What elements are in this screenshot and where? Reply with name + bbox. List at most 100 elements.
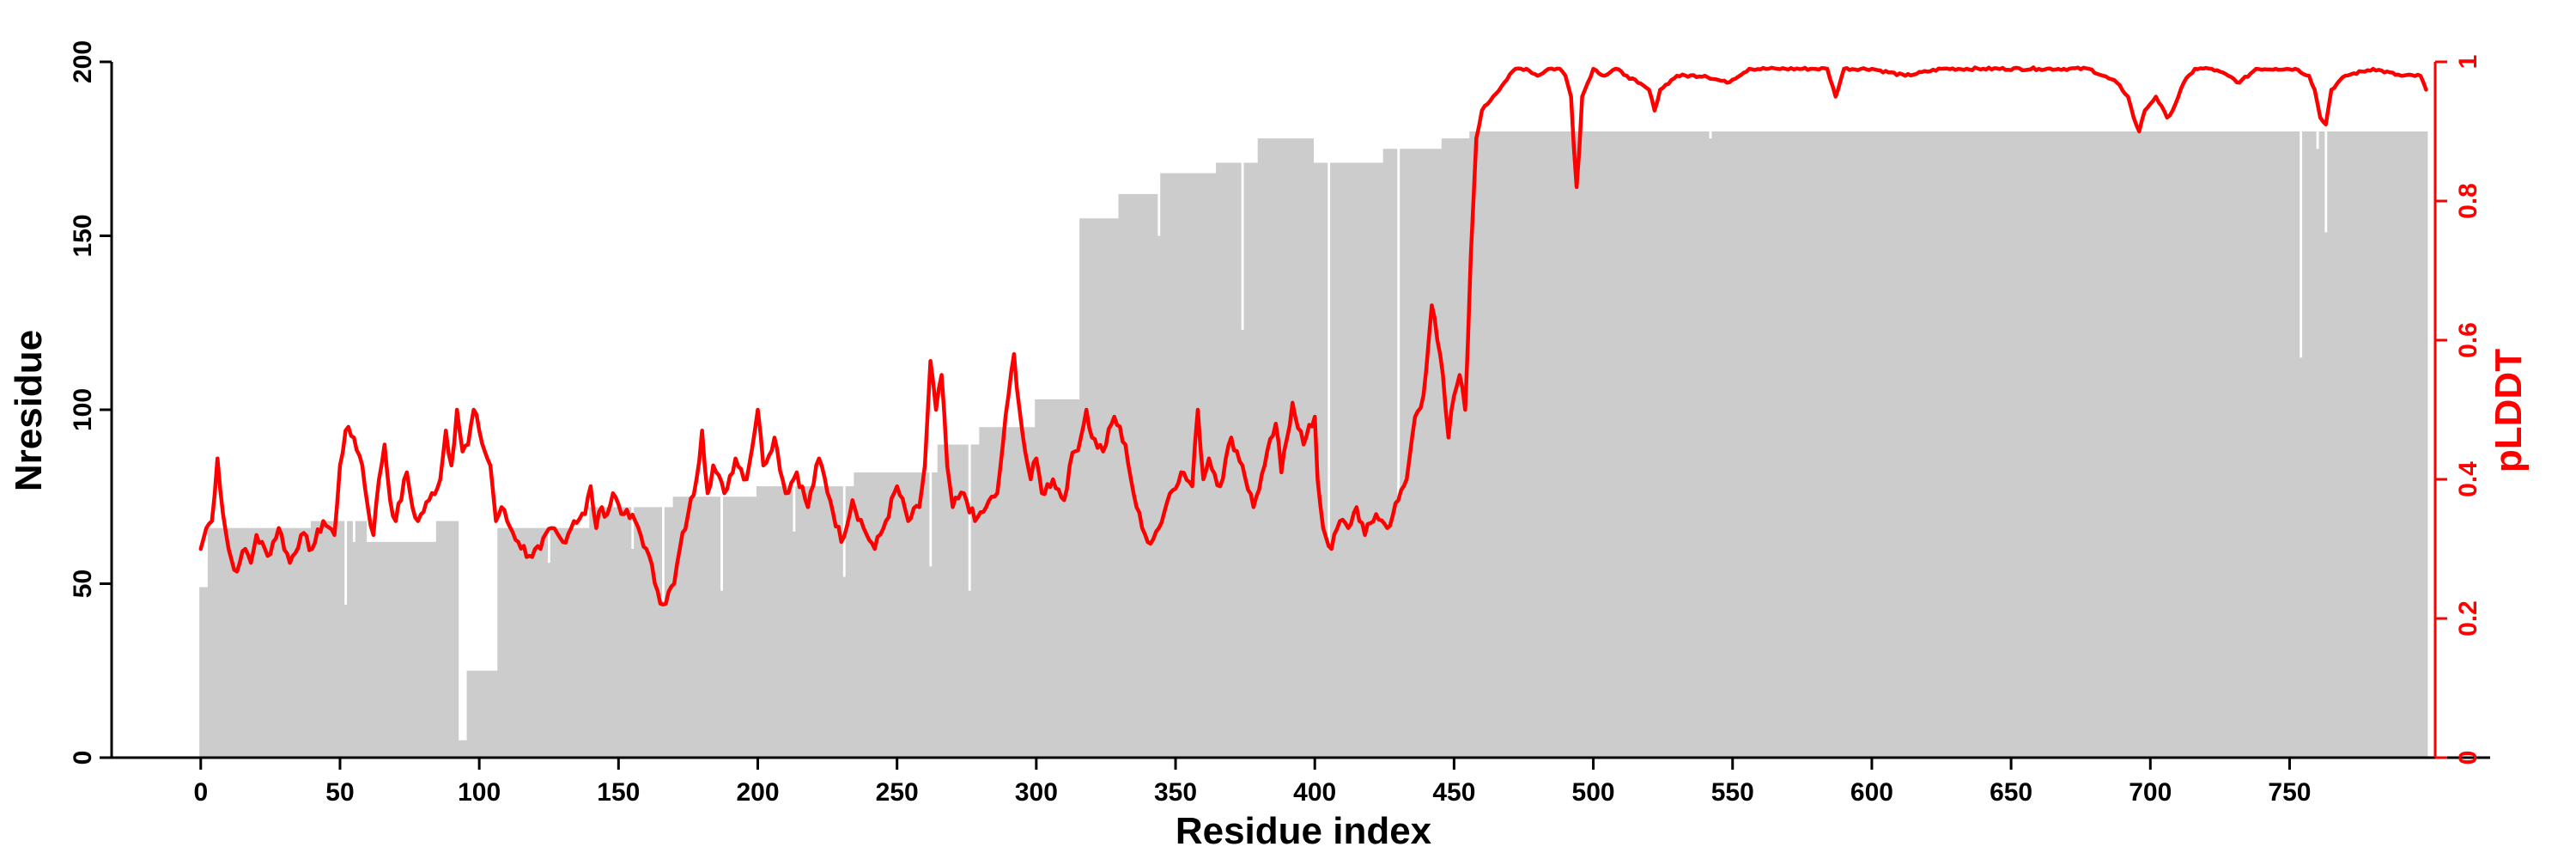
nresidue-bar	[2379, 131, 2384, 758]
nresidue-bar	[675, 497, 679, 758]
nresidue-bar	[1469, 131, 1473, 758]
nresidue-bar	[2076, 131, 2080, 758]
nresidue-bar	[762, 486, 766, 758]
nresidue-bar	[1474, 131, 1479, 758]
nresidue-bar	[1956, 131, 1960, 758]
nresidue-bar	[1235, 162, 1239, 758]
nresidue-bar	[1709, 138, 1712, 758]
nresidue-bar	[527, 527, 532, 758]
nresidue-bar	[1274, 138, 1278, 758]
nresidue-bar	[2148, 131, 2153, 758]
nresidue-bar	[775, 486, 780, 758]
nresidue-bar	[2207, 131, 2211, 758]
nresidue-bar	[1533, 131, 1537, 758]
nresidue-bar	[2096, 131, 2099, 758]
nresidue-bar	[291, 527, 295, 758]
nresidue-bar	[377, 541, 381, 758]
nresidue-bar	[383, 541, 386, 758]
nresidue-bar	[1856, 131, 1860, 758]
axes: 0 50 100 150 200 250 300 350 400 450 500 550 600 650 7…	[69, 40, 2490, 807]
nresidue-bar	[2402, 131, 2406, 758]
nresidue-bar	[2151, 131, 2155, 758]
nresidue-bar	[2007, 131, 2010, 758]
nresidue-bar	[1923, 131, 1927, 758]
nresidue-bar	[623, 507, 626, 758]
nresidue-bar	[1631, 131, 1634, 758]
nresidue-bar	[2327, 131, 2330, 758]
nresidue-bar	[1405, 149, 1409, 758]
nresidue-bar	[1792, 131, 1796, 758]
nresidue-bar	[2287, 131, 2292, 758]
nresidue-bar	[1765, 131, 1768, 758]
nresidue-bar	[2313, 131, 2317, 758]
nresidue-bar	[402, 541, 406, 758]
nresidue-bar	[2129, 131, 2133, 758]
nresidue-bar	[764, 486, 769, 758]
nresidue-bar	[811, 486, 816, 758]
nresidue-bar	[2257, 131, 2261, 758]
nresidue-bar	[834, 486, 838, 758]
nresidue-bar	[1302, 138, 1306, 758]
nresidue-bar	[1653, 131, 1656, 758]
nresidue-bar	[428, 541, 431, 758]
nresidue-bar	[1346, 162, 1351, 758]
nresidue-bar	[2182, 131, 2186, 758]
nresidue-bar	[1171, 173, 1175, 758]
nresidue-bar	[890, 472, 894, 758]
nresidue-bar	[1915, 131, 1918, 758]
nresidue-bar	[1772, 131, 1777, 758]
nresidue-bar	[1700, 131, 1704, 758]
nresidue-bar	[1606, 131, 1609, 758]
nresidue-bar	[903, 472, 908, 758]
nresidue-bar	[1319, 162, 1322, 758]
nresidue-bar	[464, 740, 467, 758]
nresidue-bar	[603, 507, 607, 758]
nresidue-bar	[1447, 138, 1450, 758]
nresidue-bar	[1711, 131, 1716, 758]
nresidue-bar	[1698, 131, 1701, 758]
nresidue-bar	[336, 521, 339, 758]
nresidue-bar	[692, 497, 696, 758]
nresidue-bar	[2115, 131, 2119, 758]
nresidue-bar	[2374, 131, 2379, 758]
nresidue-bar	[2363, 131, 2367, 758]
nresidue-bar	[784, 486, 787, 758]
nresidue-bar	[2029, 131, 2032, 758]
y-axis-left-title: Nresidue	[8, 330, 50, 491]
nresidue-bar	[1617, 131, 1620, 758]
nresidue-bar	[1071, 399, 1075, 758]
nresidue-bar	[343, 604, 348, 758]
nresidue-bar	[2280, 131, 2283, 758]
nresidue-bar	[341, 521, 345, 758]
nresidue-bar	[945, 444, 950, 758]
nresidue-bar	[1720, 131, 1723, 758]
nresidue-bar	[1463, 138, 1467, 758]
nresidue-bar	[1182, 173, 1186, 758]
nresidue-bar	[1633, 131, 1637, 758]
nresidue-bar	[1271, 138, 1275, 758]
nresidue-bar	[876, 472, 879, 758]
nresidue-bar	[494, 670, 498, 758]
nresidue-bar	[1004, 427, 1008, 758]
nresidue-bar	[1853, 131, 1857, 758]
nresidue-bar	[536, 527, 540, 758]
nresidue-bar	[1035, 399, 1038, 758]
nresidue-bar	[1121, 193, 1125, 758]
nresidue-bar	[1783, 131, 1788, 758]
nresidue-bar	[1683, 131, 1687, 758]
nresidue-bar	[867, 472, 872, 758]
nresidue-bar	[1385, 149, 1389, 758]
nresidue-bar	[2224, 131, 2227, 758]
nresidue-bar	[678, 497, 682, 758]
nresidue-bar	[531, 527, 534, 758]
nresidue-bar	[1174, 173, 1178, 758]
nresidue-bar	[435, 521, 440, 758]
nresidue-bar	[2352, 131, 2356, 758]
nresidue-bar	[1135, 193, 1139, 758]
nresidue-bar	[661, 600, 665, 758]
nresidue-bar	[1308, 138, 1311, 758]
nresidue-bar	[770, 486, 774, 758]
nresidue-bar	[1124, 193, 1127, 758]
nresidue-bar	[218, 527, 222, 758]
